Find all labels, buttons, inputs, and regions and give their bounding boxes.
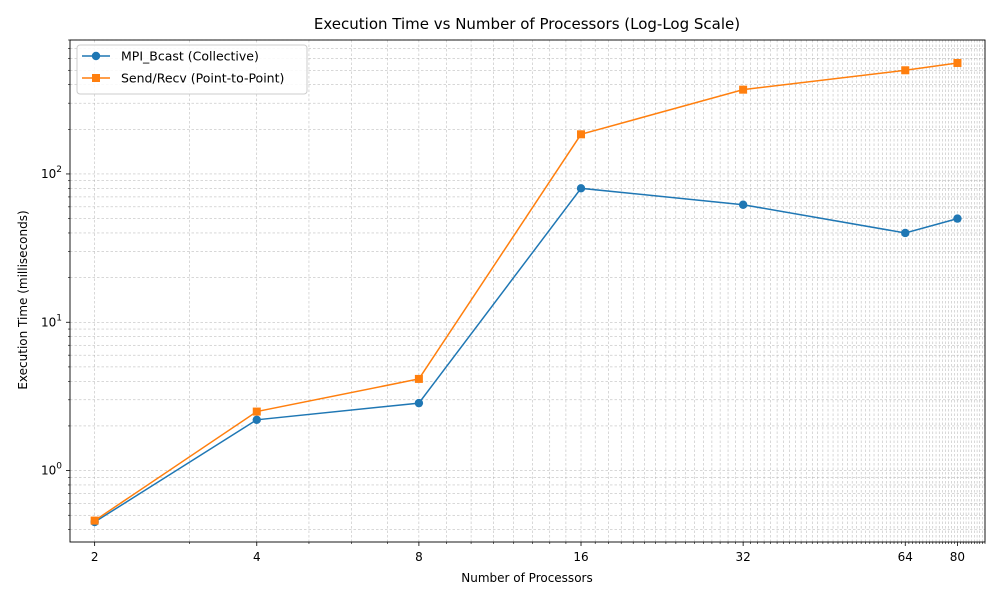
data-point (252, 407, 261, 416)
x-tick-label: 4 (253, 550, 261, 564)
x-axis: 2 4 8 16 32 64 80 (91, 542, 986, 564)
legend-label: Send/Recv (Point-to-Point) (121, 71, 284, 86)
y-tick-label: 102 (41, 165, 62, 181)
legend-marker (91, 51, 101, 61)
y-tick-label: 101 (41, 313, 62, 329)
legend: MPI_Bcast (Collective) Send/Recv (Point-t… (76, 44, 308, 95)
data-point (901, 228, 910, 238)
legend-box (76, 44, 308, 95)
y-tick-label: 100 (41, 462, 62, 478)
x-axis-label: Number of Processors (461, 571, 592, 585)
data-point (901, 66, 910, 75)
data-point (953, 214, 962, 223)
series-layer (90, 58, 962, 527)
data-point (577, 130, 586, 139)
data-point (414, 398, 424, 408)
data-point (90, 516, 99, 525)
plot-frame (69, 39, 986, 543)
data-point (576, 184, 586, 193)
data-point (738, 200, 748, 209)
x-tick-label: 2 (91, 550, 99, 564)
x-tick-label: 32 (735, 550, 750, 564)
y-axis-label: Execution Time (milliseconds) (16, 210, 30, 389)
x-tick-label: 16 (573, 550, 588, 564)
data-point (414, 374, 423, 383)
x-tick-label: 64 (898, 550, 913, 564)
legend-marker (92, 74, 100, 82)
data-point (953, 58, 962, 67)
data-point (739, 85, 748, 94)
legend-label: MPI_Bcast (Collective) (121, 49, 259, 64)
y-axis: 100 101 102 (41, 39, 70, 530)
chart-title: Execution Time vs Number of Processors (… (314, 15, 740, 33)
x-tick-label: 8 (415, 550, 423, 564)
x-tick-label: 80 (950, 550, 965, 564)
data-point (252, 415, 261, 424)
